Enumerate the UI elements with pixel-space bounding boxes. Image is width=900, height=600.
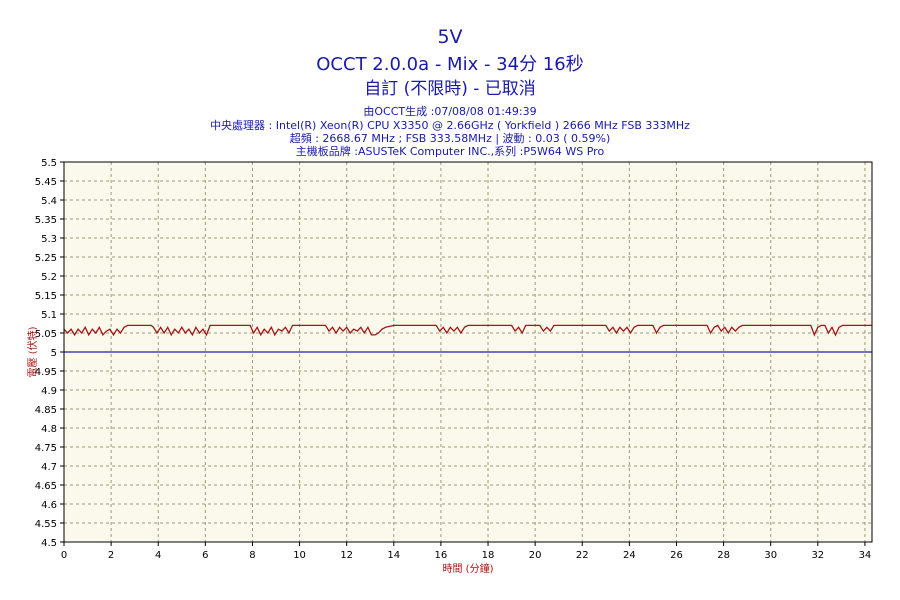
x-tick-label: 10 bbox=[293, 550, 306, 561]
y-tick-label: 4.7 bbox=[41, 462, 57, 473]
x-tick-label: 0 bbox=[61, 550, 67, 561]
y-tick-label: 5.2 bbox=[41, 272, 57, 283]
y-tick-label: 4.8 bbox=[41, 424, 57, 435]
y-axis-label: 電壓 (伏特) bbox=[26, 326, 39, 377]
x-tick-label: 24 bbox=[623, 550, 636, 561]
y-axis-ticks: 4.5 4.55 4.6 4.65 4.7 4.75 4.8 4.85 4.9 4.95 5 5.05… bbox=[35, 158, 64, 549]
y-tick-label: 4.95 bbox=[35, 367, 57, 378]
y-tick-label: 5.05 bbox=[35, 329, 57, 340]
voltage-series-line bbox=[63, 324, 872, 337]
y-tick-label: 5.5 bbox=[41, 158, 57, 169]
x-tick-label: 20 bbox=[529, 550, 542, 561]
info-motherboard-line: 主機板品牌 :ASUSTeK Computer INC.,系列 :P5W64 W… bbox=[295, 145, 605, 158]
x-tick-label: 26 bbox=[670, 550, 683, 561]
x-axis-ticks: 0 2 4 6 8 10 12 14 16 18 20 22 24 26 28 30 32 34 bbox=[61, 542, 871, 561]
y-tick-label: 5.4 bbox=[41, 196, 57, 207]
series-group bbox=[63, 324, 872, 353]
y-tick-label: 4.5 bbox=[41, 538, 57, 549]
x-tick-label: 12 bbox=[340, 550, 353, 561]
y-tick-label: 5 bbox=[51, 348, 57, 359]
x-tick-label: 6 bbox=[202, 550, 208, 561]
info-cpu-line: 中央處理器 : Intel(R) Xeon(R) CPU X3350 @ 2.6… bbox=[210, 119, 690, 132]
y-tick-label: 4.65 bbox=[35, 481, 57, 492]
x-tick-label: 28 bbox=[717, 550, 730, 561]
y-tick-label: 4.55 bbox=[35, 519, 57, 530]
x-tick-label: 30 bbox=[764, 550, 777, 561]
x-tick-label: 22 bbox=[576, 550, 589, 561]
y-tick-label: 5.1 bbox=[41, 310, 57, 321]
x-tick-label: 34 bbox=[859, 550, 872, 561]
x-tick-label: 4 bbox=[155, 550, 161, 561]
y-tick-label: 4.6 bbox=[41, 500, 57, 511]
info-generated-line: 由OCCT生成 :07/08/08 01:49:39 bbox=[363, 105, 537, 118]
chart-title: 5V bbox=[437, 26, 463, 48]
y-tick-label: 5.3 bbox=[41, 234, 57, 245]
x-tick-label: 18 bbox=[482, 550, 495, 561]
y-tick-label: 5.15 bbox=[35, 291, 57, 302]
y-tick-label: 4.9 bbox=[41, 386, 57, 397]
y-tick-label: 4.85 bbox=[35, 405, 57, 416]
x-tick-label: 14 bbox=[387, 550, 400, 561]
y-tick-label: 5.35 bbox=[35, 215, 57, 226]
x-axis-label: 時間 (分鐘) bbox=[443, 562, 494, 575]
y-tick-label: 4.75 bbox=[35, 443, 57, 454]
x-tick-label: 8 bbox=[249, 550, 255, 561]
x-tick-label: 2 bbox=[108, 550, 114, 561]
chart-status: 自訂 (不限時) - 已取消 bbox=[364, 79, 536, 99]
y-tick-label: 5.45 bbox=[35, 177, 57, 188]
x-tick-label: 32 bbox=[811, 550, 824, 561]
y-tick-label: 5.25 bbox=[35, 253, 57, 264]
x-tick-label: 16 bbox=[435, 550, 448, 561]
chart-subtitle: OCCT 2.0.0a - Mix - 34分 16秒 bbox=[316, 54, 584, 75]
info-overclock-line: 超頻 : 2668.67 MHz ; FSB 333.58MHz | 波動 : … bbox=[289, 132, 611, 145]
